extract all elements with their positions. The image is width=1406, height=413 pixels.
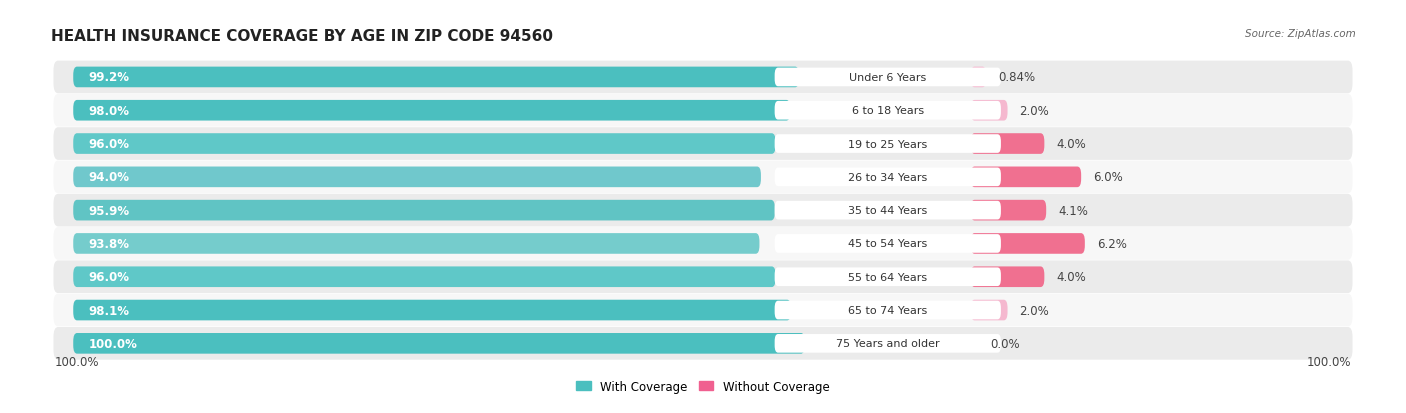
FancyBboxPatch shape	[970, 134, 1045, 154]
Text: 100.0%: 100.0%	[55, 355, 100, 368]
Legend: With Coverage, Without Coverage: With Coverage, Without Coverage	[572, 375, 834, 397]
Text: 100.0%: 100.0%	[1306, 355, 1351, 368]
FancyBboxPatch shape	[73, 200, 775, 221]
FancyBboxPatch shape	[73, 333, 804, 354]
Text: 65 to 74 Years: 65 to 74 Years	[848, 305, 928, 315]
Text: Under 6 Years: Under 6 Years	[849, 73, 927, 83]
Text: 96.0%: 96.0%	[89, 138, 129, 151]
FancyBboxPatch shape	[73, 300, 792, 320]
Text: 6.0%: 6.0%	[1094, 171, 1123, 184]
FancyBboxPatch shape	[73, 234, 759, 254]
FancyBboxPatch shape	[775, 201, 1001, 220]
Text: 45 to 54 Years: 45 to 54 Years	[848, 239, 928, 249]
Text: 93.8%: 93.8%	[89, 237, 129, 250]
Text: 4.0%: 4.0%	[1056, 138, 1087, 151]
FancyBboxPatch shape	[775, 69, 1001, 87]
FancyBboxPatch shape	[970, 234, 1085, 254]
FancyBboxPatch shape	[53, 95, 1353, 127]
Text: 0.0%: 0.0%	[990, 337, 1019, 350]
FancyBboxPatch shape	[73, 67, 799, 88]
FancyBboxPatch shape	[775, 235, 1001, 253]
Text: 98.1%: 98.1%	[89, 304, 129, 317]
FancyBboxPatch shape	[970, 200, 1046, 221]
FancyBboxPatch shape	[970, 101, 1008, 121]
Text: 2.0%: 2.0%	[1019, 304, 1049, 317]
FancyBboxPatch shape	[775, 268, 1001, 286]
Text: 99.2%: 99.2%	[89, 71, 129, 84]
FancyBboxPatch shape	[53, 261, 1353, 293]
FancyBboxPatch shape	[775, 102, 1001, 120]
FancyBboxPatch shape	[73, 134, 776, 154]
Text: 98.0%: 98.0%	[89, 104, 129, 117]
FancyBboxPatch shape	[53, 294, 1353, 327]
Text: 0.84%: 0.84%	[998, 71, 1035, 84]
Text: HEALTH INSURANCE COVERAGE BY AGE IN ZIP CODE 94560: HEALTH INSURANCE COVERAGE BY AGE IN ZIP …	[51, 29, 553, 44]
Text: 35 to 44 Years: 35 to 44 Years	[848, 206, 928, 216]
Text: 4.0%: 4.0%	[1056, 271, 1087, 284]
FancyBboxPatch shape	[53, 128, 1353, 161]
FancyBboxPatch shape	[775, 135, 1001, 154]
Text: 19 to 25 Years: 19 to 25 Years	[848, 139, 928, 149]
FancyBboxPatch shape	[970, 67, 986, 88]
Text: Source: ZipAtlas.com: Source: ZipAtlas.com	[1244, 29, 1355, 39]
FancyBboxPatch shape	[73, 101, 790, 121]
FancyBboxPatch shape	[775, 334, 1001, 353]
FancyBboxPatch shape	[73, 167, 761, 188]
Text: 96.0%: 96.0%	[89, 271, 129, 284]
FancyBboxPatch shape	[53, 62, 1353, 94]
Text: 95.9%: 95.9%	[89, 204, 129, 217]
Text: 100.0%: 100.0%	[89, 337, 138, 350]
FancyBboxPatch shape	[970, 300, 1008, 320]
Text: 55 to 64 Years: 55 to 64 Years	[848, 272, 928, 282]
Text: 4.1%: 4.1%	[1059, 204, 1088, 217]
Text: 6 to 18 Years: 6 to 18 Years	[852, 106, 924, 116]
FancyBboxPatch shape	[73, 267, 776, 287]
FancyBboxPatch shape	[53, 327, 1353, 360]
FancyBboxPatch shape	[970, 167, 1081, 188]
FancyBboxPatch shape	[53, 161, 1353, 194]
FancyBboxPatch shape	[775, 168, 1001, 187]
Text: 26 to 34 Years: 26 to 34 Years	[848, 172, 928, 183]
Text: 2.0%: 2.0%	[1019, 104, 1049, 117]
FancyBboxPatch shape	[53, 228, 1353, 260]
FancyBboxPatch shape	[53, 195, 1353, 227]
Text: 75 Years and older: 75 Years and older	[837, 339, 939, 349]
FancyBboxPatch shape	[970, 267, 1045, 287]
FancyBboxPatch shape	[775, 301, 1001, 320]
Text: 94.0%: 94.0%	[89, 171, 129, 184]
Text: 6.2%: 6.2%	[1097, 237, 1126, 250]
